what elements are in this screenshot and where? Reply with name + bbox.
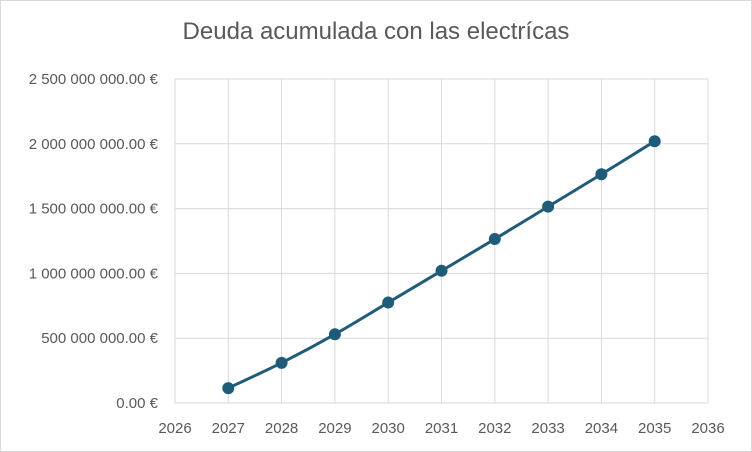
y-tick-label: 2 000 000 000.00 € bbox=[29, 136, 159, 153]
data-point bbox=[222, 382, 235, 395]
data-point bbox=[328, 328, 341, 341]
data-point bbox=[275, 356, 288, 369]
data-point bbox=[595, 168, 608, 181]
data-point bbox=[382, 296, 395, 309]
x-tick-label: 2027 bbox=[212, 420, 245, 437]
y-tick-label: 1 000 000 000.00 € bbox=[29, 265, 159, 282]
x-tick-label: 2033 bbox=[531, 420, 564, 437]
x-tick-label: 2029 bbox=[318, 420, 351, 437]
data-point bbox=[435, 264, 448, 277]
x-tick-label: 2035 bbox=[638, 420, 671, 437]
x-tick-label: 2028 bbox=[265, 420, 298, 437]
data-point bbox=[488, 233, 501, 246]
y-tick-label: 500 000 000.00 € bbox=[41, 330, 158, 347]
x-tick-label: 2034 bbox=[585, 420, 618, 437]
x-tick-label: 2026 bbox=[158, 420, 191, 437]
data-point bbox=[542, 200, 555, 213]
x-tick-label: 2031 bbox=[425, 420, 458, 437]
x-tick-label: 2030 bbox=[372, 420, 405, 437]
chart-title: Deuda acumulada con las electrícas bbox=[182, 18, 570, 45]
y-tick-label: 2 500 000 000.00 € bbox=[29, 71, 159, 88]
y-tick-label: 0.00 € bbox=[116, 395, 158, 412]
x-tick-label: 2036 bbox=[691, 420, 724, 437]
data-point bbox=[648, 135, 661, 148]
y-tick-label: 1 500 000 000.00 € bbox=[29, 201, 159, 218]
x-tick-label: 2032 bbox=[478, 420, 511, 437]
